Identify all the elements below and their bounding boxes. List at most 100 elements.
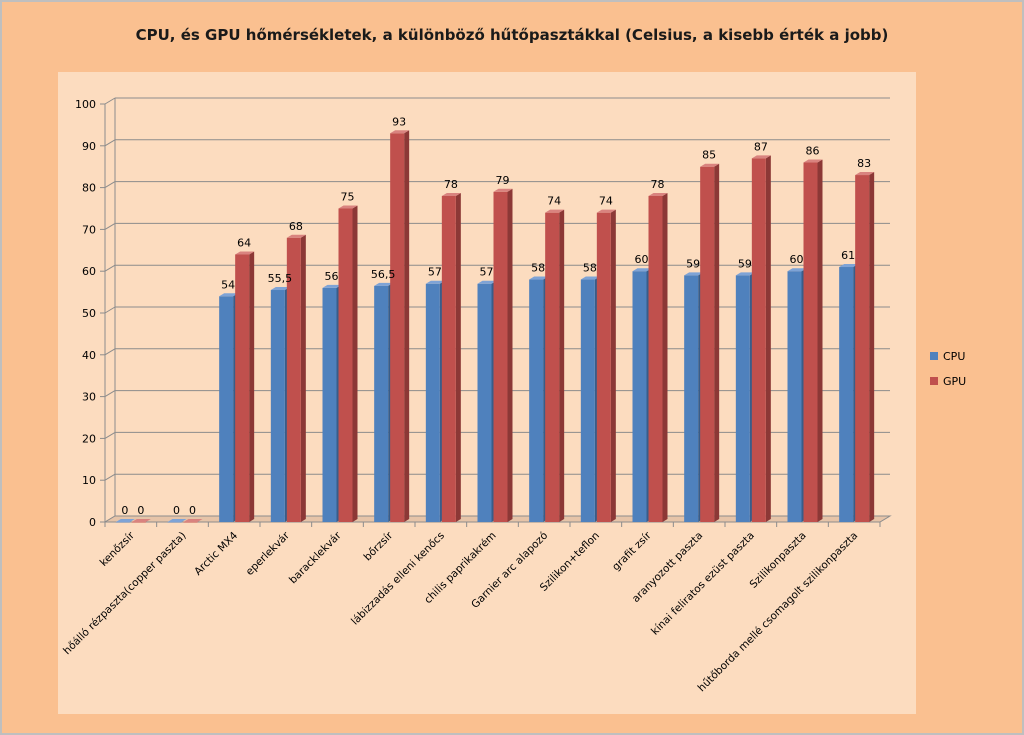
bar-side <box>869 172 875 522</box>
gridline-depth <box>104 181 116 189</box>
data-label: 57 <box>480 266 494 279</box>
y-tick-label: 30 <box>82 391 96 404</box>
bar-front <box>115 522 130 523</box>
bar-front <box>219 296 234 522</box>
data-label: 78 <box>651 178 665 191</box>
bar-gpu <box>390 130 410 522</box>
y-tick-label: 0 <box>89 516 96 529</box>
gridline-depth <box>104 390 116 398</box>
bar-top <box>855 172 875 176</box>
bar-side <box>300 234 306 522</box>
bar-front <box>648 195 663 522</box>
bar-gpu <box>803 159 823 522</box>
bar-top <box>632 268 652 272</box>
bar-top <box>374 282 394 286</box>
bar-side <box>455 192 461 522</box>
bar-top <box>441 192 461 196</box>
bar-side <box>662 192 668 522</box>
y-tick-label: 20 <box>82 432 96 445</box>
bar-front <box>477 283 492 522</box>
bar-top <box>477 280 497 284</box>
bar-top <box>322 284 342 288</box>
gridline-depth <box>104 348 116 356</box>
bar-front <box>855 175 870 522</box>
legend-label-cpu: CPU <box>943 350 965 363</box>
data-label: 0 <box>121 504 128 517</box>
bar-top <box>529 276 549 280</box>
data-label: 68 <box>289 220 303 233</box>
chart-title: CPU, és GPU hőmérsékletek, a különböző h… <box>135 26 889 44</box>
data-label: 78 <box>444 178 458 191</box>
data-label: 0 <box>189 504 196 517</box>
gridline-depth <box>104 473 116 481</box>
bar-top <box>390 130 410 134</box>
data-label: 56 <box>325 270 339 283</box>
bar-side <box>610 209 616 522</box>
y-tick-label: 90 <box>82 140 96 153</box>
bar-front <box>286 237 301 522</box>
data-label: 79 <box>496 174 510 187</box>
bar-cpu <box>167 519 187 523</box>
data-label: 61 <box>841 249 855 262</box>
y-tick-label: 100 <box>75 98 96 111</box>
data-label: 59 <box>686 257 700 270</box>
legend-swatch-gpu <box>930 377 938 385</box>
bar-side <box>817 159 823 522</box>
bar-side <box>249 251 255 523</box>
data-label: 0 <box>137 504 144 517</box>
data-label: 0 <box>173 504 180 517</box>
data-label: 83 <box>857 157 871 170</box>
bar-front <box>322 287 337 522</box>
data-label: 74 <box>547 195 561 208</box>
bar-side <box>507 188 513 522</box>
bar-top <box>735 272 755 276</box>
gridline-depth <box>104 222 116 230</box>
bar-front <box>167 522 182 523</box>
bar-top <box>648 192 668 196</box>
bar-gpu <box>338 205 358 522</box>
bar-top <box>286 234 306 238</box>
legend-label-gpu: GPU <box>943 375 966 388</box>
y-tick-label: 70 <box>82 223 96 236</box>
bar-front <box>632 271 647 522</box>
bar-top <box>787 268 807 272</box>
data-label: 56,5 <box>371 268 396 281</box>
bar-top <box>270 287 290 291</box>
bar-gpu <box>596 209 616 522</box>
data-label: 75 <box>341 191 355 204</box>
bar-front <box>580 279 595 522</box>
bar-front <box>183 522 198 523</box>
bar-front <box>131 522 146 523</box>
bar-side <box>352 205 358 522</box>
bar-front <box>270 290 285 522</box>
bar-top <box>839 264 859 268</box>
bar-gpu <box>286 234 306 522</box>
bar-top <box>235 251 255 255</box>
bar-gpu <box>441 192 461 522</box>
bar-top <box>167 519 187 522</box>
y-tick-label: 40 <box>82 349 96 362</box>
data-label: 93 <box>392 115 406 128</box>
bar-gpu <box>751 155 771 522</box>
gridline-depth <box>104 264 116 272</box>
data-label: 74 <box>599 195 613 208</box>
bar-front <box>425 283 440 522</box>
bar-top <box>700 163 720 167</box>
bar-side <box>714 163 720 522</box>
bar-top <box>131 519 151 522</box>
bar-front <box>441 195 456 522</box>
bar-top <box>219 293 239 297</box>
bar-front <box>374 285 389 522</box>
bar-top <box>545 209 565 213</box>
bar-top <box>596 209 616 213</box>
gridline-depth <box>104 139 116 147</box>
bar-front <box>735 275 750 522</box>
bar-front <box>545 212 560 522</box>
bar-front <box>751 158 766 522</box>
bar-top <box>425 280 445 284</box>
gridline-depth <box>104 431 116 439</box>
bar-front <box>684 275 699 522</box>
data-label: 85 <box>702 149 716 162</box>
